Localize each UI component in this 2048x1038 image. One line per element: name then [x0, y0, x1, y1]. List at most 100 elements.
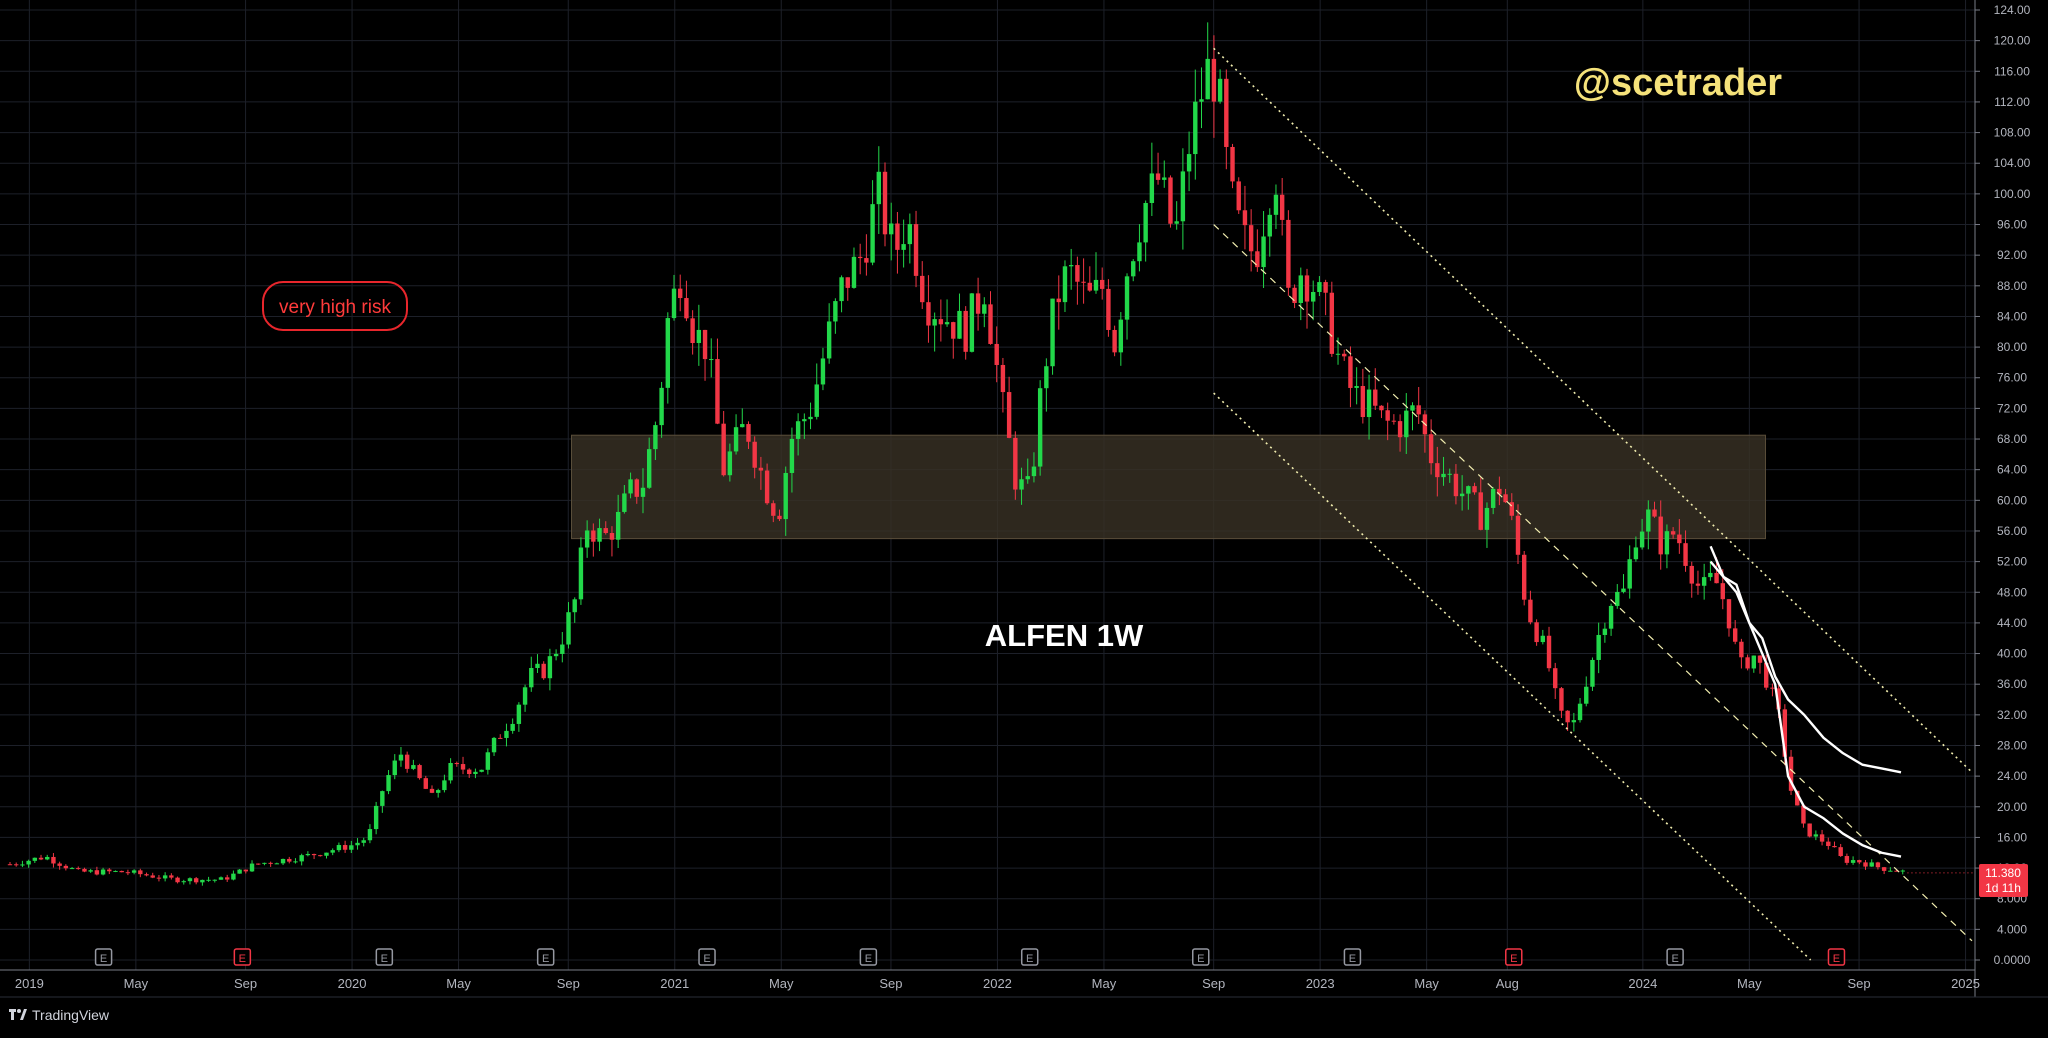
candle-body — [150, 875, 155, 878]
x-axis[interactable]: 2019 May Sep 2020 May Sep 2021 May Sep 2022 May Sep… — [15, 976, 1980, 991]
candle-body — [131, 870, 137, 873]
candle-body — [485, 752, 491, 770]
candle-body — [330, 850, 335, 853]
y-tick-label: 16.00 — [1997, 830, 2027, 844]
candle-body — [1342, 353, 1347, 357]
candle-body — [305, 853, 311, 856]
earnings-marker-label: E — [1671, 953, 1678, 965]
candle-body — [138, 870, 143, 875]
y-tick-label: 108.00 — [1994, 126, 2031, 140]
candle-body — [1689, 565, 1694, 584]
channel-lines — [1213, 47, 1975, 961]
candle-body — [1553, 668, 1558, 689]
candle-body — [1112, 329, 1117, 353]
candle-body — [1267, 214, 1272, 237]
y-tick-label: 96.00 — [1997, 218, 2027, 232]
candle-body — [293, 861, 298, 863]
earnings-marker-box — [233, 948, 252, 966]
candle-body — [175, 877, 180, 883]
candle-body — [684, 298, 689, 319]
current-price-tag[interactable]: 11.380 1d 11h — [1979, 864, 2028, 897]
earnings-marker-box — [536, 948, 555, 966]
candle-body — [1087, 282, 1092, 291]
candle-body — [1459, 493, 1465, 497]
candle-body — [553, 653, 559, 657]
candle-body — [1100, 279, 1105, 289]
candle-body — [1211, 58, 1217, 102]
candle-body — [1484, 507, 1490, 530]
candle-body — [957, 310, 962, 339]
candle-body — [1546, 635, 1552, 669]
candle-body — [1323, 282, 1328, 293]
candle-body — [1298, 275, 1303, 303]
candle-body — [200, 879, 205, 883]
y-tick-label: 4.000 — [1997, 922, 2027, 936]
candle-body — [1788, 756, 1794, 791]
candle-body — [926, 302, 931, 326]
candle-body — [1652, 509, 1657, 517]
candle-body — [274, 863, 280, 865]
candle-body — [1881, 867, 1887, 871]
candle-body — [1137, 242, 1142, 262]
candle-body — [1348, 356, 1353, 388]
candle-body — [678, 288, 683, 299]
candle-body — [193, 878, 199, 883]
brand-name: TradingView — [32, 1007, 110, 1023]
candle-body — [1180, 171, 1186, 222]
candle-body — [826, 321, 832, 359]
candle-body — [1311, 291, 1316, 302]
earnings-marker-label: E — [1833, 953, 1840, 965]
candle-body — [975, 293, 981, 314]
earnings-marker-box — [375, 948, 394, 966]
candle-body — [32, 857, 38, 861]
watermark-text: @scetrader — [1574, 62, 1782, 104]
candle-body — [386, 775, 391, 792]
candle-body — [777, 515, 782, 520]
candle-body — [38, 857, 44, 860]
candle-body — [1720, 583, 1725, 600]
candle-body — [1608, 605, 1614, 629]
candle-body — [733, 427, 739, 452]
candle-body — [889, 223, 894, 235]
candle-body — [709, 359, 714, 361]
candle-body — [417, 765, 422, 779]
candle-body — [1615, 591, 1620, 606]
earnings-marker-label: E — [239, 953, 246, 965]
candle-body — [1534, 622, 1539, 643]
candle-body — [839, 277, 844, 302]
candle-body — [392, 760, 397, 776]
candle-body — [808, 416, 813, 420]
y-tick-label: 112.00 — [1994, 95, 2030, 109]
candle-body — [795, 421, 801, 439]
candle-body — [1633, 547, 1639, 560]
candle-body — [1571, 720, 1577, 723]
candle-body — [715, 359, 720, 424]
candle-body — [1019, 479, 1024, 490]
y-tick-label: 116.00 — [1994, 64, 2030, 78]
candle-body — [1273, 194, 1279, 215]
candle-body — [1279, 194, 1285, 220]
candle-body — [1850, 860, 1856, 863]
candle-body — [1186, 154, 1192, 172]
y-tick-label: 72.00 — [1997, 401, 2027, 415]
tradingview-logo[interactable]: TradingView — [9, 1007, 110, 1023]
candle-body — [218, 877, 224, 880]
candle-body — [913, 224, 919, 276]
candle-body — [1813, 834, 1819, 837]
x-tick-label: 2024 — [1628, 976, 1657, 991]
candle-body — [1832, 845, 1837, 848]
candle-body — [789, 438, 795, 473]
candle-body — [535, 663, 540, 669]
candle-body — [876, 171, 882, 205]
candle-body — [249, 863, 255, 872]
candle-body — [1770, 687, 1775, 689]
candle-body — [1695, 583, 1701, 586]
candle-body — [802, 419, 807, 422]
candle-body — [88, 870, 93, 872]
earnings-marker-box — [698, 948, 716, 966]
earnings-marker-box — [1343, 948, 1362, 966]
candle-body — [162, 875, 168, 879]
x-tick-label: Aug — [1496, 976, 1519, 991]
